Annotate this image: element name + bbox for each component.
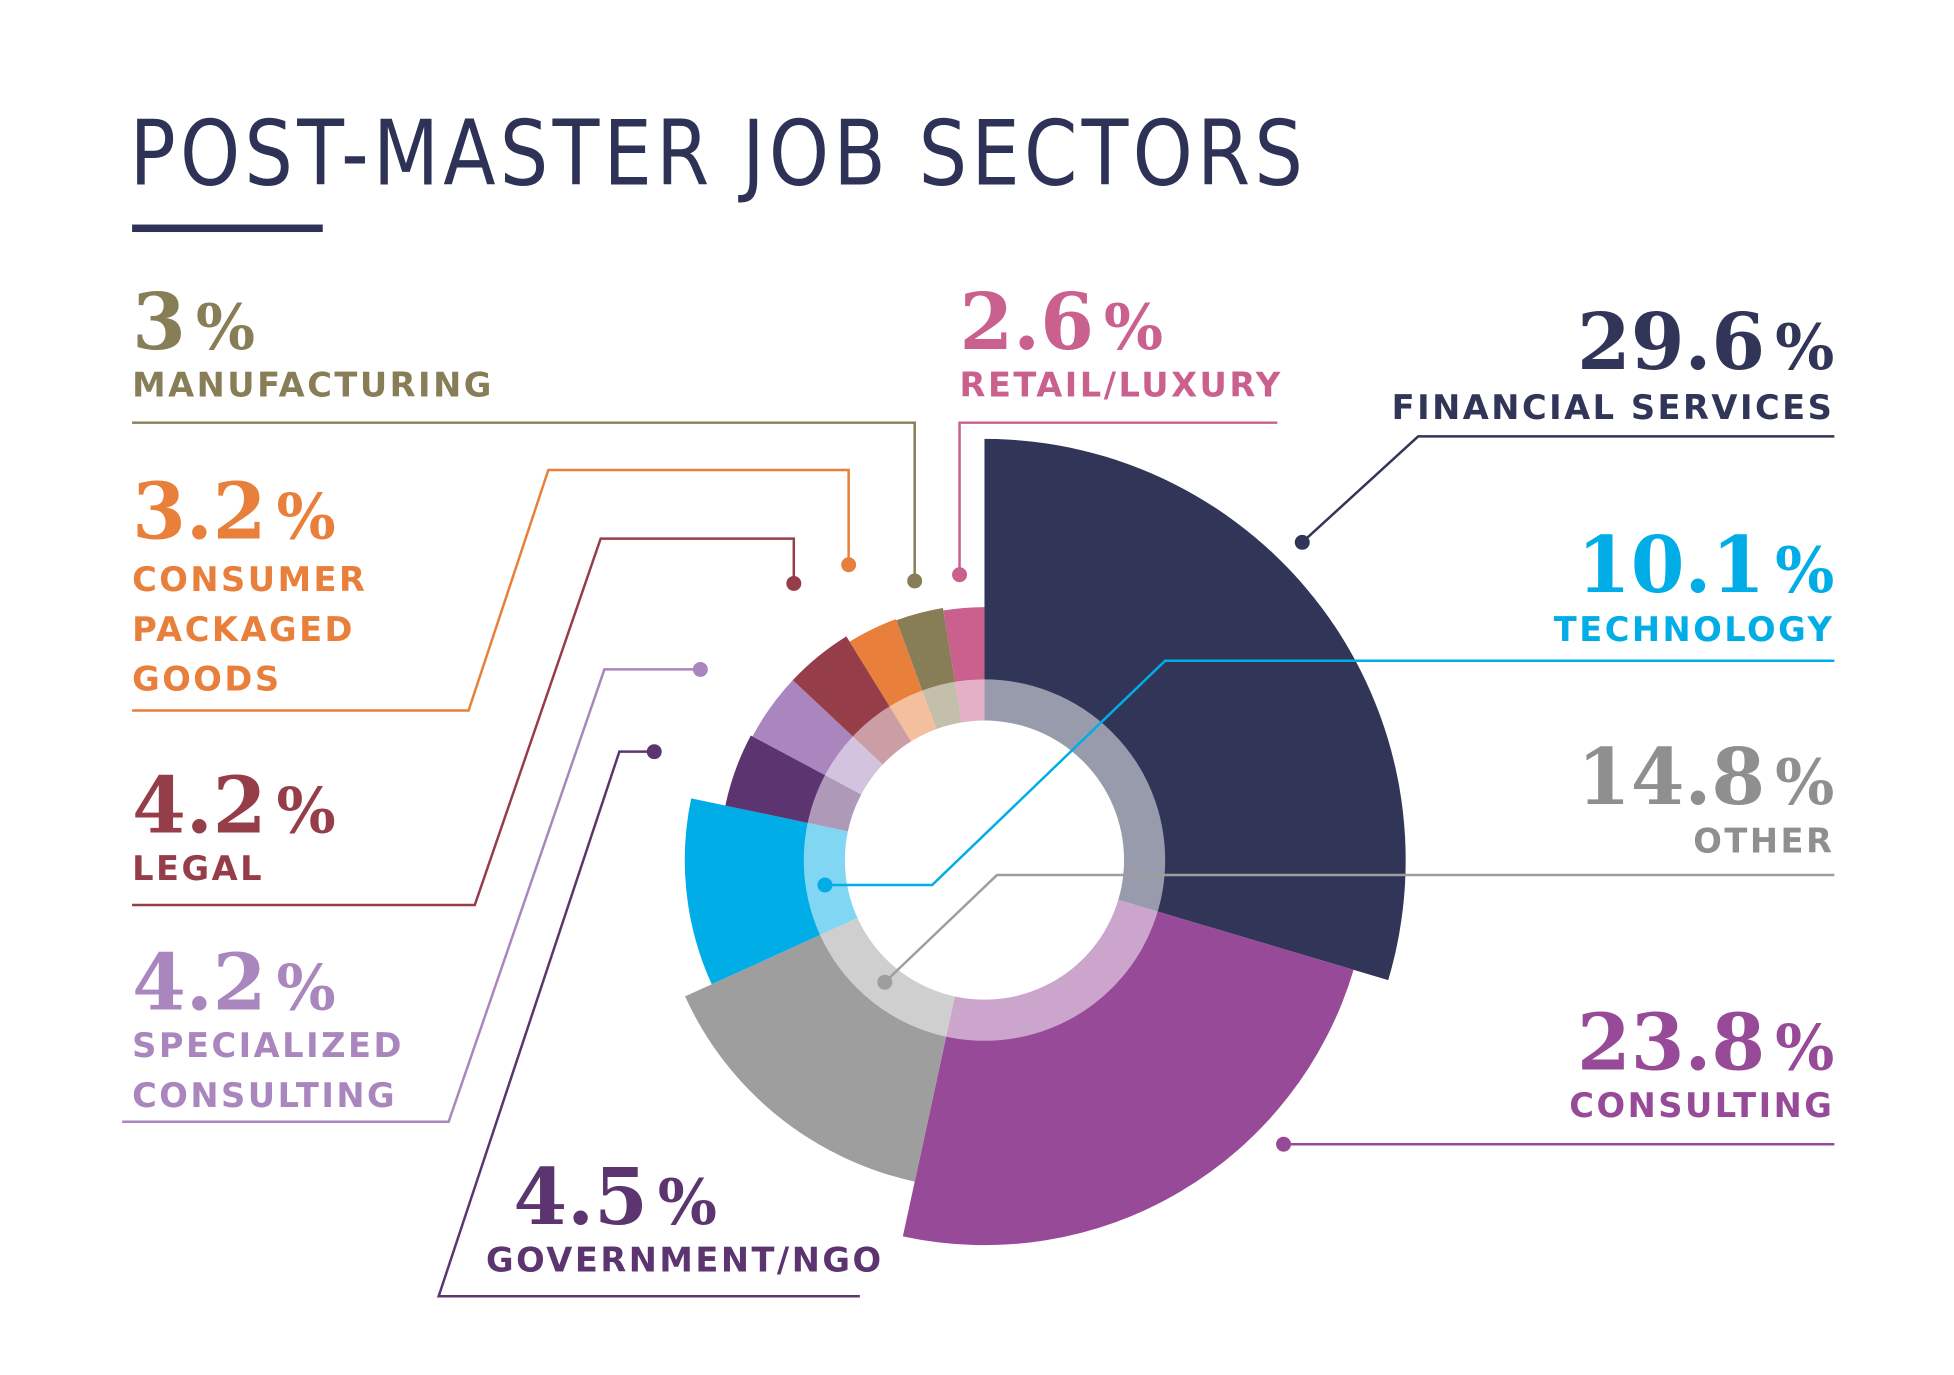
- value-unit: %: [1775, 534, 1834, 607]
- category-box: MANUFACTURING: [132, 366, 494, 406]
- leader-dot: [817, 877, 833, 893]
- leader-dot: [692, 661, 708, 677]
- category-label: TECHNOLOGY: [1553, 610, 1835, 650]
- category-label: CONSUMER PACKAGED GOODS: [132, 561, 368, 700]
- category-label: LEGAL: [132, 850, 265, 889]
- value-unit: %: [1775, 311, 1834, 384]
- value-unit: %: [276, 952, 335, 1025]
- category-label: MANUFACTURING: [132, 366, 494, 406]
- category-box: LEGAL: [132, 850, 265, 889]
- value-unit: %: [658, 1166, 717, 1239]
- leader-line: [132, 537, 796, 907]
- leader-dot: [1276, 1136, 1292, 1152]
- leader-dot: [646, 744, 662, 760]
- value-label: 3: [132, 277, 186, 368]
- leader-line: [132, 468, 850, 712]
- leader-line: [1301, 435, 1835, 544]
- value-label: 4.5: [513, 1152, 647, 1243]
- value-unit: %: [1775, 746, 1834, 819]
- value-unit: %: [1775, 1011, 1834, 1084]
- inner-ring: [803, 679, 1166, 1041]
- leader-line: [824, 659, 1835, 887]
- value-label: 3.2: [132, 467, 266, 558]
- category-label: OTHER: [1693, 822, 1835, 862]
- category-box: CONSUMER PACKAGED GOODS: [132, 561, 368, 700]
- value-unit: %: [196, 291, 255, 364]
- category-label: SPECIALIZED CONSULTING: [132, 1027, 404, 1116]
- category-label: RETAIL/LUXURY: [959, 366, 1283, 406]
- value-unit: %: [276, 775, 335, 848]
- center-hole: [844, 720, 1125, 1000]
- value-label: 29.6: [1577, 297, 1765, 388]
- value-label: 4.2: [132, 938, 266, 1029]
- value-label: 14.8: [1577, 732, 1765, 823]
- value-label: 4.2: [132, 761, 266, 852]
- leader-line: [436, 750, 860, 1298]
- category-label: GOVERNMENT/NGO: [486, 1241, 884, 1281]
- category-box: GOVERNMENT/NGO: [486, 1241, 884, 1281]
- leader-line: [132, 421, 916, 581]
- category-box: OTHER: [1693, 822, 1835, 862]
- category-box: SPECIALIZED CONSULTING: [132, 1027, 404, 1116]
- leader-dot: [1294, 534, 1310, 550]
- leader-line: [958, 421, 1278, 575]
- value-label: 2.6: [960, 277, 1094, 368]
- leader-dot: [786, 575, 802, 591]
- leader-dot: [952, 567, 968, 583]
- category-box: FINANCIAL SERVICES: [1391, 389, 1835, 428]
- leader-dot: [907, 573, 923, 589]
- leader-line: [122, 668, 701, 1124]
- value-label: 23.8: [1577, 997, 1765, 1088]
- category-box: CONSULTING: [1569, 1086, 1835, 1126]
- value-unit: %: [1104, 291, 1163, 364]
- title-underline: [132, 224, 323, 233]
- leader-dot: [877, 974, 893, 990]
- category-box: RETAIL/LUXURY: [959, 366, 1283, 406]
- category-box: TECHNOLOGY: [1553, 610, 1835, 650]
- leader-dot: [841, 557, 857, 573]
- category-label: CONSULTING: [1569, 1086, 1835, 1126]
- value-label: 10.1: [1577, 520, 1765, 611]
- category-label: FINANCIAL SERVICES: [1391, 389, 1835, 428]
- leader-line: [883, 873, 1835, 984]
- chart-title: POST-MASTER JOB SECTORS: [130, 103, 1308, 207]
- value-unit: %: [276, 481, 335, 554]
